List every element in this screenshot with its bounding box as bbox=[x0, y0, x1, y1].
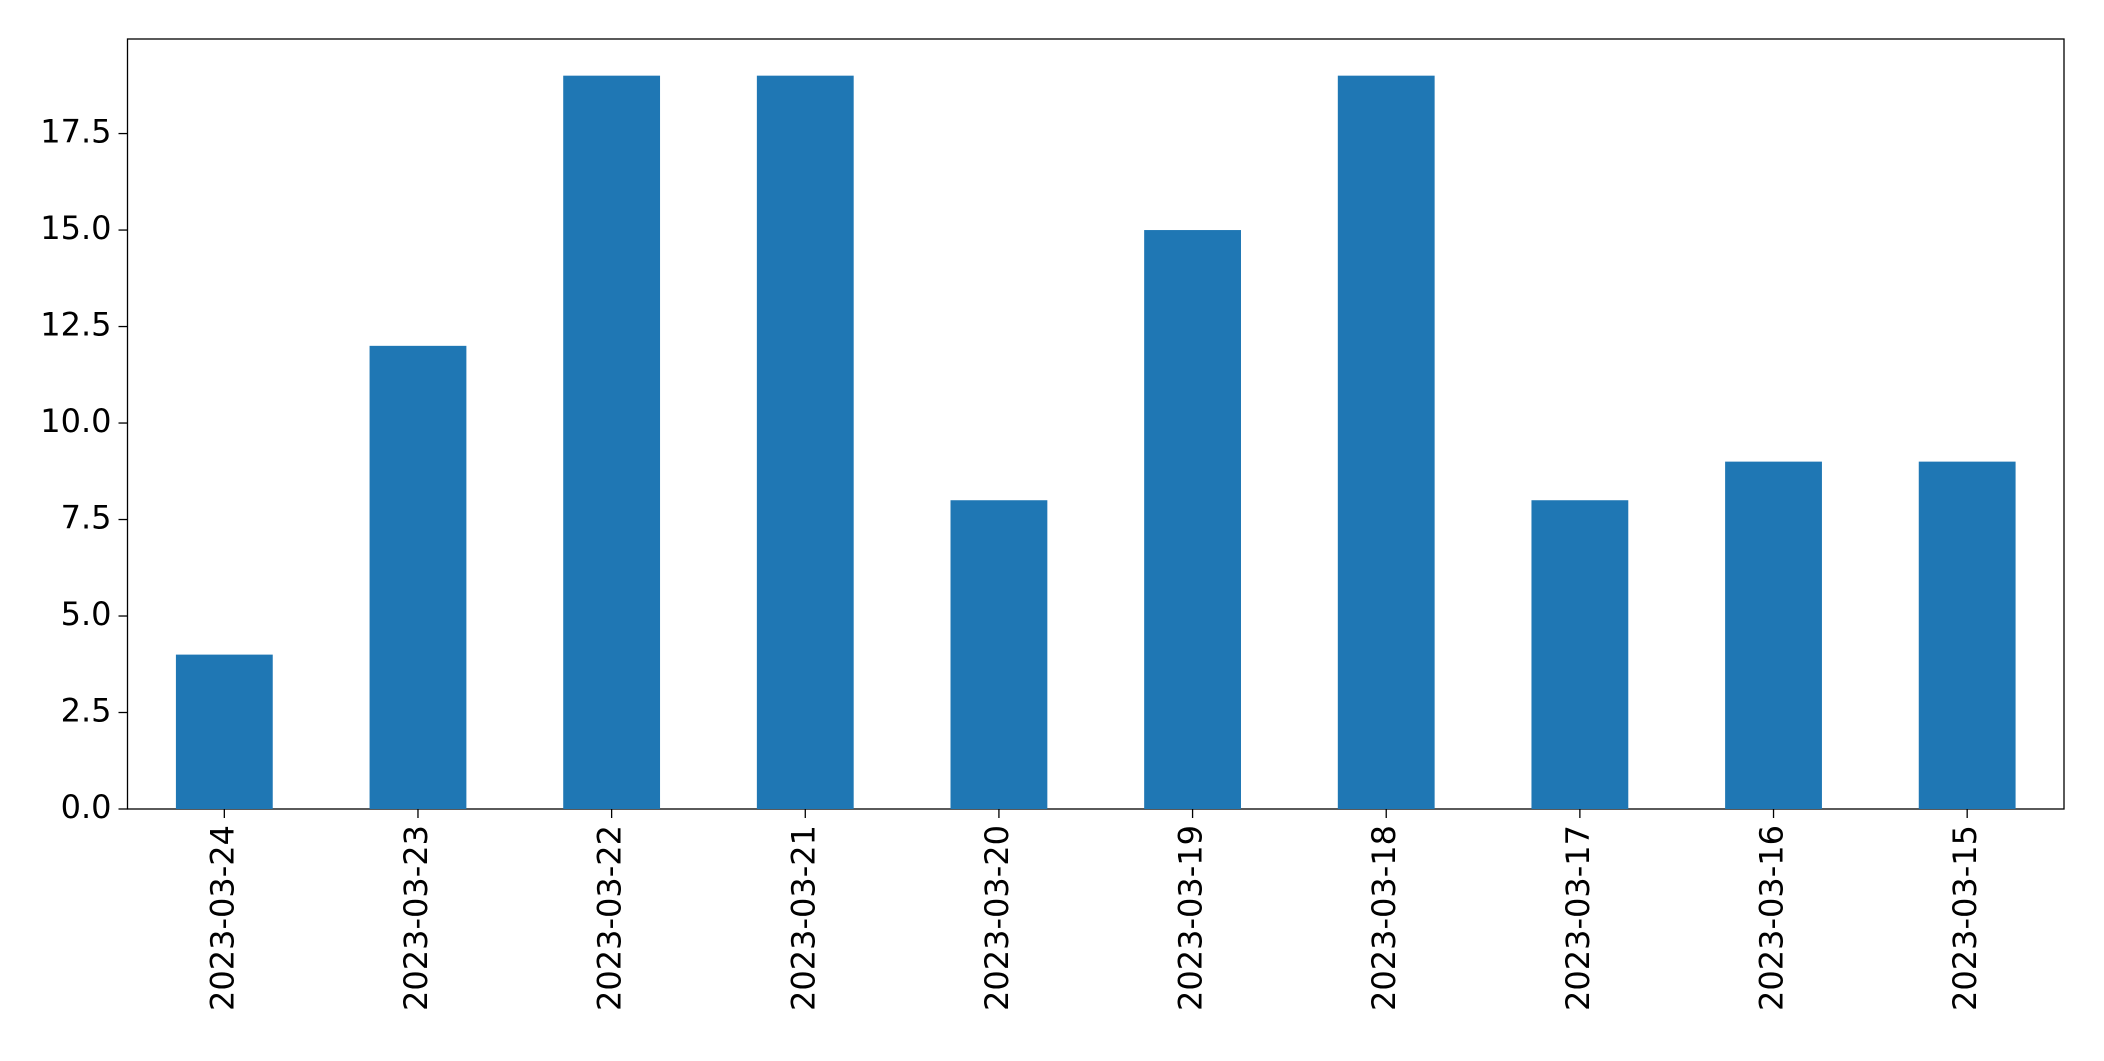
x-tick-label: 2023-03-17 bbox=[1559, 825, 1597, 1011]
bar bbox=[1531, 500, 1629, 809]
y-tick-label: 5.0 bbox=[61, 595, 112, 633]
bar bbox=[756, 75, 854, 809]
x-tick-label: 2023-03-24 bbox=[203, 825, 241, 1011]
bar bbox=[563, 75, 661, 809]
y-tick-label: 7.5 bbox=[61, 499, 112, 537]
y-tick-label: 0.0 bbox=[61, 788, 112, 826]
bar bbox=[369, 345, 467, 809]
x-tick-label: 2023-03-21 bbox=[784, 825, 822, 1011]
x-tick-label: 2023-03-19 bbox=[1172, 825, 1210, 1011]
bar bbox=[1144, 230, 1241, 810]
bar bbox=[1918, 461, 2016, 809]
bar bbox=[950, 500, 1048, 809]
x-tick-label: 2023-03-16 bbox=[1753, 825, 1791, 1011]
bar bbox=[1337, 75, 1435, 809]
x-tick-label: 2023-03-23 bbox=[397, 825, 435, 1011]
bar bbox=[175, 654, 273, 809]
y-tick-label: 10.0 bbox=[40, 402, 111, 440]
x-tick-label: 2023-03-20 bbox=[978, 825, 1016, 1011]
bar bbox=[1725, 461, 1822, 809]
y-tick-label: 12.5 bbox=[40, 306, 111, 344]
y-tick-label: 15.0 bbox=[40, 209, 111, 247]
x-tick-label: 2023-03-18 bbox=[1365, 825, 1403, 1011]
y-tick-label: 2.5 bbox=[61, 692, 112, 730]
y-tick-label: 17.5 bbox=[40, 113, 111, 151]
x-tick-label: 2023-03-22 bbox=[591, 825, 629, 1011]
x-tick-label: 2023-03-15 bbox=[1946, 825, 1984, 1011]
plot-frame bbox=[126, 38, 2065, 810]
